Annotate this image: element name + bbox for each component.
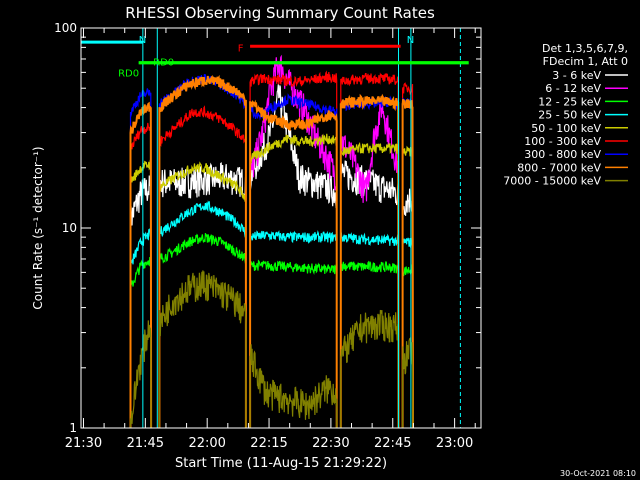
series-7 [129,74,414,429]
series-8-segment-4 [402,337,414,429]
series-2-segment-3 [340,260,400,429]
series-4-segment-4 [402,145,414,429]
series-5-segment-3 [340,72,400,429]
annotations: N N RD0 RD0 F [80,28,469,428]
legend-entry-8: 7000 - 15000 keV [503,175,601,188]
plot-area [129,54,414,429]
annotation-label-1: N [407,35,414,46]
legend-entry-5: 100 - 300 keV [524,135,601,148]
legend-header-2: FDecim 1, Att 0 [543,55,628,68]
series-8-segment-3 [340,309,400,429]
annotation-label-2: RD0 [118,68,139,79]
annotation-label-3: RD0 [153,57,174,68]
series-0 [129,84,414,429]
series-0-segment-0 [129,175,152,429]
series-4-segment-0 [129,159,152,429]
x-tick-label-0: 21:30 [65,436,102,451]
legend-entry-0: 3 - 6 keV [552,69,601,82]
legend-entry-2: 12 - 25 keV [538,95,601,108]
series-5-segment-0 [129,122,152,429]
series-7-segment-0 [129,101,153,429]
legend-entry-7: 800 - 7000 keV [517,161,601,174]
series-2-segment-0 [129,255,152,429]
legend: Det 1,3,5,6,7,9, FDecim 1, Att 0 3 - 6 k… [503,42,628,188]
series-8-segment-2 [249,344,338,428]
series-5 [129,70,414,429]
legend-entry-3: 25 - 50 keV [538,109,601,122]
series-2-segment-2 [249,259,338,428]
series-0-segment-2 [249,84,338,428]
series-7-segment-1 [158,74,247,428]
x-axis-label: Start Time (11-Aug-15 21:29:22) [175,456,387,471]
y-tick-label-2: 100 [54,21,77,35]
series-4-segment-3 [340,141,400,429]
y-tick-label-0: 1 [69,421,77,435]
annotation-label-0: N [139,35,146,46]
legend-entry-4: 50 - 100 keV [531,122,601,135]
legend-entry-1: 6 - 12 keV [545,82,601,95]
series-3-segment-2 [249,230,338,428]
x-tick-label-5: 22:45 [374,436,411,451]
series-7-segment-2 [249,99,338,428]
chart-title: RHESSI Observing Summary Count Rates [125,4,435,22]
series-3-segment-0 [129,227,152,429]
series-8-segment-1 [158,270,247,428]
x-tick-label-2: 22:00 [188,436,225,451]
series-5-segment-1 [158,105,247,428]
y-axis-label: Count Rate (s⁻¹ detector⁻¹) [31,146,45,309]
axes: 1 10 100 21:30 21:45 22:00 22:15 22:30 22:45 23:0… [54,21,482,451]
legend-entry-6: 300 - 800 keV [524,148,601,161]
x-tick-label-1: 21:45 [127,436,164,451]
series-0-segment-1 [158,162,247,428]
series-2-segment-1 [158,232,247,428]
series-4-segment-2 [249,133,338,428]
series-7-segment-3 [339,93,400,429]
series-5-segment-2 [249,70,338,428]
series-0-segment-3 [340,160,400,429]
series-5-segment-4 [402,82,414,429]
series-1-segment-3 [340,98,400,429]
series-0-segment-4 [402,188,414,429]
footer-timestamp: 30-Oct-2021 08:10 [560,469,636,478]
series-4-segment-1 [158,161,247,428]
series-3-segment-3 [340,232,400,429]
series-8 [129,270,414,429]
series-8-segment-0 [129,320,152,429]
x-tick-label-4: 22:30 [312,436,349,451]
series-6-segment-0 [129,87,152,429]
y-tick-label-1: 10 [62,221,77,235]
legend-header-1: Det 1,3,5,6,7,9, [542,42,628,55]
series-3-segment-1 [158,200,247,428]
x-tick-label-6: 23:00 [436,436,473,451]
x-tick-label-3: 22:15 [250,436,287,451]
annotation-label-4: F [238,43,244,54]
